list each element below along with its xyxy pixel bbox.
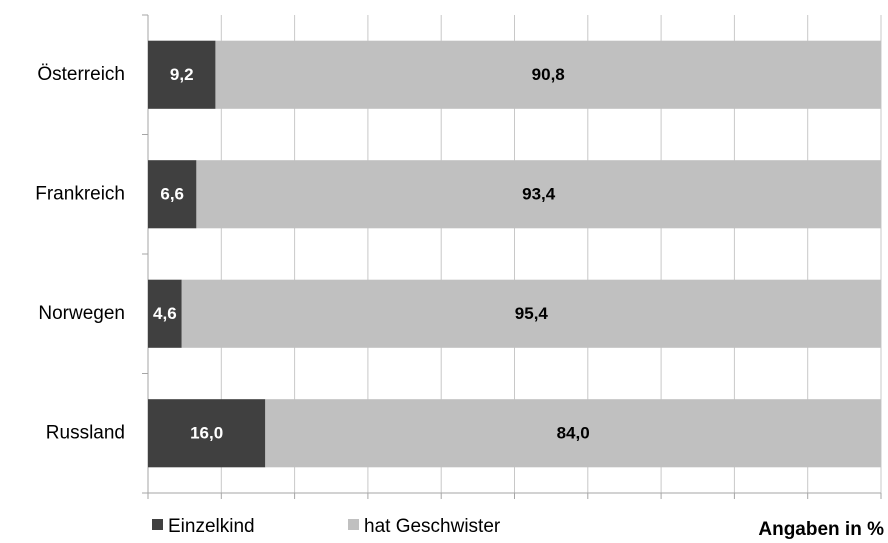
- bar-segment: [148, 160, 197, 229]
- data-label: 90,8: [532, 65, 565, 84]
- legend-swatch: [152, 519, 163, 530]
- data-label: 9,2: [170, 65, 194, 84]
- data-label: 93,4: [522, 185, 556, 204]
- category-label: Frankreich: [35, 183, 125, 204]
- data-label: 84,0: [557, 424, 590, 443]
- annotation: Angaben in %: [758, 519, 884, 540]
- legend-swatch: [348, 519, 359, 530]
- data-label: 95,4: [515, 304, 549, 323]
- bar-segment: [215, 40, 881, 109]
- legend-label: Einzelkind: [168, 516, 255, 537]
- category-label: Russland: [46, 422, 125, 443]
- bar-segment: [148, 399, 266, 468]
- bar-segment: [196, 160, 882, 229]
- data-label: 16,0: [190, 424, 223, 443]
- bar-segment: [181, 279, 881, 348]
- bar-segment: [265, 399, 881, 468]
- legend-label: hat Geschwister: [364, 516, 501, 537]
- bar-segment: [148, 279, 182, 348]
- bar-segment: [148, 40, 216, 109]
- category-label: Norwegen: [38, 303, 125, 324]
- data-label: 4,6: [153, 304, 177, 323]
- category-label: Österreich: [37, 64, 125, 85]
- data-label: 6,6: [160, 185, 184, 204]
